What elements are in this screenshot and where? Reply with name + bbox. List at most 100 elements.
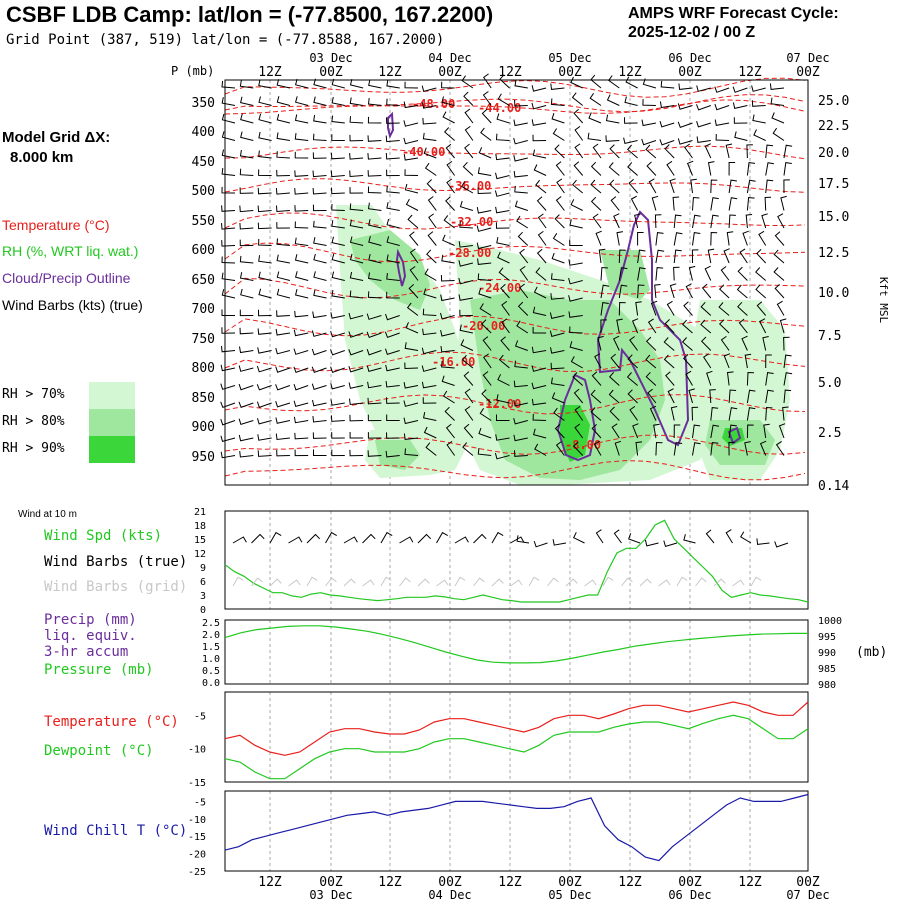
cross-section-wind-barb	[313, 289, 327, 299]
cross-section-wind-barb	[637, 284, 645, 299]
wind-barb-true	[595, 529, 604, 544]
cross-section-wind-barb	[746, 407, 756, 421]
cross-section-wind-barb	[460, 339, 474, 351]
cross-section-wind-barb	[313, 78, 327, 89]
grid-point-subtitle: Grid Point (387, 519) lat/lon = (-77.858…	[6, 32, 445, 48]
cross-section-wind-barb	[519, 283, 529, 299]
cross-section-wind-barb	[331, 289, 345, 299]
rh80-label: RH > 80%	[2, 414, 65, 429]
cross-section-wind-barb	[641, 119, 656, 127]
cross-section-wind-barb	[550, 83, 565, 90]
wind-barb-true	[251, 533, 265, 544]
cross-section-wind-barb	[627, 162, 638, 176]
cross-section-wind-barb	[386, 432, 400, 439]
cross-section-wind-barb	[514, 185, 528, 194]
cross-section-wind-barb	[275, 347, 291, 355]
cross-section-wind-barb	[709, 389, 716, 404]
cross-section-wind-barb	[483, 353, 492, 369]
cross-section-wind-barb	[221, 186, 236, 194]
cross-section-wind-barb	[555, 441, 565, 456]
cross-section-wind-barb	[385, 381, 400, 388]
wind-barb-true	[362, 533, 376, 544]
pressure-tick-label: 650	[192, 273, 215, 288]
wind-barb-grid	[510, 579, 523, 587]
cross-section-wind-barb	[313, 449, 327, 456]
cross-section-wind-barb	[257, 347, 272, 354]
cross-section-wind-barb	[759, 318, 767, 334]
cross-section-wind-barb	[734, 131, 748, 141]
cross-section-wind-barb	[330, 312, 345, 319]
cross-section-wind-barb	[239, 187, 254, 194]
cross-section-wind-barb	[517, 301, 529, 316]
cross-section-wind-barb	[777, 213, 785, 229]
pressure-tick-label: 750	[192, 332, 215, 347]
cross-section-wind-barb	[718, 284, 730, 299]
cross-section-wind-barb	[386, 98, 400, 106]
cross-section-wind-barb	[331, 134, 345, 141]
cross-section-wind-barb	[669, 283, 677, 299]
cross-section-wind-barb	[667, 388, 675, 404]
cross-section-wind-barb	[330, 152, 345, 160]
cloud-precip-outline	[556, 373, 597, 462]
cross-section-wind-barb	[239, 451, 254, 458]
cross-section-wind-barb	[666, 300, 675, 316]
precip-tick-label: 1.0	[202, 654, 220, 665]
cross-section-wind-barb	[514, 340, 528, 351]
pressure-tick-label: 850	[192, 391, 215, 406]
cross-section-wind-barb	[257, 187, 272, 195]
cross-section-wind-barb	[590, 196, 602, 211]
cross-section-wind-barb	[312, 432, 327, 439]
cross-section-wind-barb	[592, 143, 602, 159]
cross-section-wind-barb	[514, 200, 528, 211]
cross-section-wind-barb	[532, 134, 547, 142]
top-hour-tick-label: 00Z	[438, 65, 462, 80]
cross-section-wind-barb	[476, 242, 492, 250]
cross-section-wind-barb	[634, 213, 641, 229]
wind-speed-tick-label: 18	[194, 521, 206, 532]
cross-section-wind-barb	[728, 424, 737, 439]
cross-section-wind-barb	[404, 362, 419, 370]
cross-section-wind-barb	[774, 284, 785, 299]
legend-temperature: Temperature (°C)	[2, 217, 110, 233]
temperature-contour	[224, 77, 806, 98]
cross-section-wind-barb	[349, 116, 364, 124]
cross-section-wind-barb	[751, 85, 766, 92]
cross-section-wind-barb	[386, 397, 400, 404]
cross-section-wind-barb	[462, 442, 474, 456]
wind-speed-tick-label: 3	[200, 591, 206, 602]
cross-section-wind-barb	[554, 144, 565, 159]
cross-section-wind-barb	[665, 371, 675, 386]
cross-section-wind-barb	[688, 265, 696, 281]
cross-section-wind-barb	[349, 432, 364, 439]
cross-section-wind-barb	[348, 349, 364, 356]
cross-section-wind-barb	[386, 185, 400, 194]
cross-section-wind-barb	[647, 318, 657, 334]
cross-section-wind-barb	[497, 93, 510, 106]
cross-section-wind-barb	[755, 284, 767, 299]
wind-barb-true	[740, 531, 752, 544]
cross-section-wind-barb	[613, 335, 620, 351]
cross-section-wind-barb	[349, 203, 364, 211]
cross-section-wind-barb	[275, 401, 291, 408]
cross-section-wind-barb	[773, 249, 785, 264]
cross-section-wind-barb	[778, 423, 786, 439]
cross-section-wind-barb	[637, 267, 646, 281]
cross-section-wind-barb	[348, 382, 364, 389]
cross-section-wind-barb	[384, 331, 400, 339]
height-tick-label: 10.0	[818, 286, 849, 301]
bottom-hour-tick-label: 12Z	[258, 875, 282, 890]
cross-section-wind-barb	[258, 238, 272, 246]
cross-section-wind-barb	[349, 219, 364, 229]
cross-section-wind-barb	[783, 162, 792, 176]
cross-section-wind-barb	[294, 151, 309, 159]
cross-section-wind-barb	[257, 328, 272, 335]
cross-section-wind-barb	[755, 267, 767, 281]
temperature-contour-label: -48.00	[412, 97, 455, 111]
cross-section-wind-barb	[443, 127, 455, 141]
cross-section-wind-barb	[386, 414, 400, 421]
cross-section-wind-barb	[532, 306, 547, 316]
temperature-contour	[224, 145, 806, 160]
cross-section-wind-barb	[386, 254, 400, 264]
cross-section-wind-barb	[568, 259, 583, 266]
cross-section-wind-barb	[221, 113, 236, 124]
